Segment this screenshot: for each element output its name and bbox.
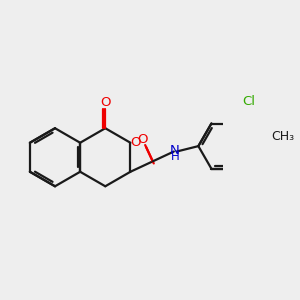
Text: O: O [130,136,141,149]
Text: O: O [137,133,148,146]
Text: H: H [171,150,179,163]
Text: CH₃: CH₃ [272,130,295,143]
Text: Cl: Cl [243,95,256,108]
Text: O: O [100,97,110,110]
Text: N: N [170,144,180,157]
